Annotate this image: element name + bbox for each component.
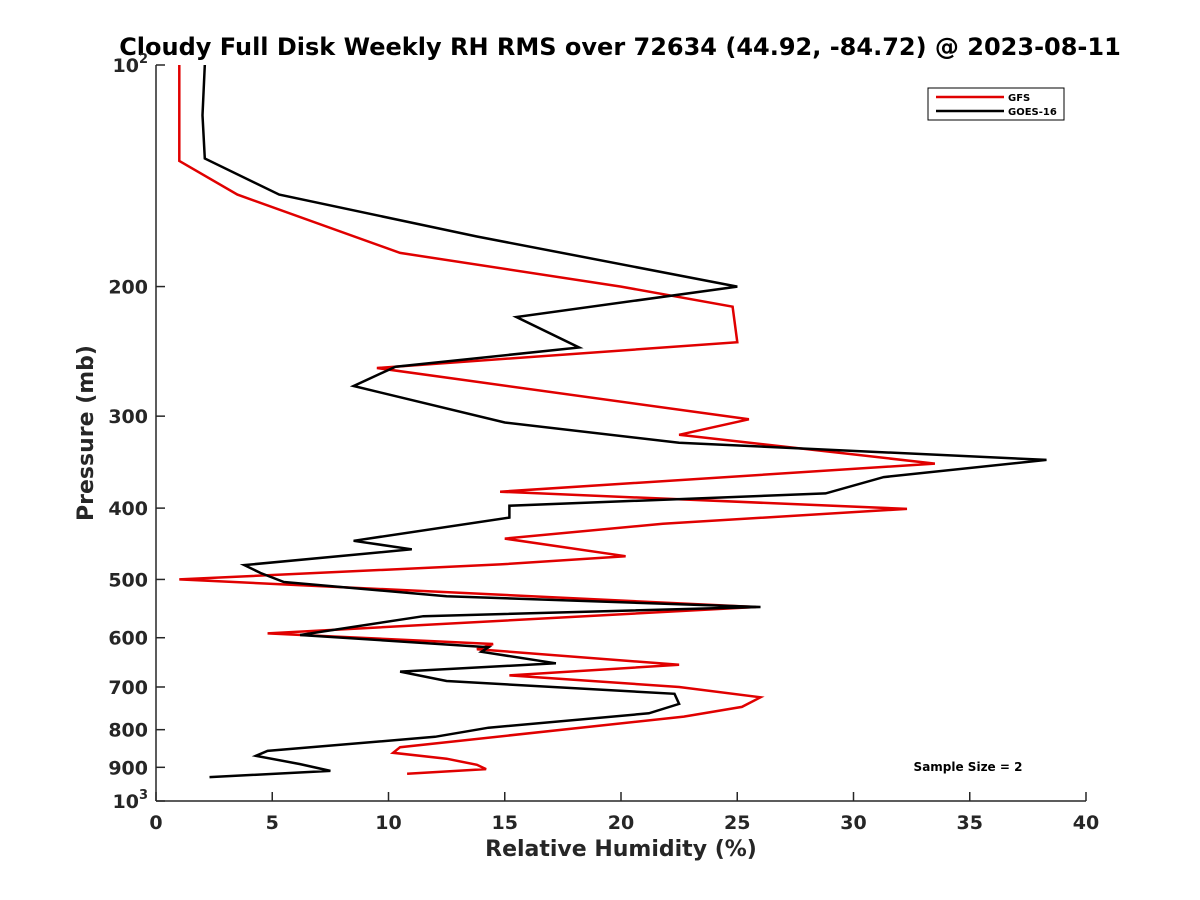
y-tick-label: 600 bbox=[108, 628, 148, 650]
y-tick-text: 800 bbox=[108, 720, 148, 742]
x-tick-label: 5 bbox=[266, 812, 279, 834]
sample-size-annotation: Sample Size = 2 bbox=[914, 760, 1023, 774]
x-tick-label: 0 bbox=[149, 812, 162, 834]
y-tick-text: 600 bbox=[108, 628, 148, 650]
x-tick-label: 10 bbox=[375, 812, 401, 834]
y-tick-text: 10 bbox=[113, 791, 139, 813]
y-axis-label: Pressure (mb) bbox=[74, 345, 99, 521]
y-tick-label: 800 bbox=[108, 720, 148, 742]
x-tick-label: 35 bbox=[957, 812, 983, 834]
x-tick-label: 25 bbox=[724, 812, 750, 834]
y-tick-exponent: 2 bbox=[139, 52, 148, 67]
x-axis-label: Relative Humidity (%) bbox=[485, 837, 757, 862]
y-tick-label: 300 bbox=[108, 406, 148, 428]
y-tick-text: 200 bbox=[108, 277, 148, 299]
y-tick-text: 300 bbox=[108, 406, 148, 428]
y-tick-text: 500 bbox=[108, 569, 148, 591]
y-tick-label: 500 bbox=[108, 569, 148, 591]
legend-box bbox=[927, 87, 1065, 121]
series-line-goes-16 bbox=[201, 64, 1047, 779]
legend-label-goes16: GOES-16 bbox=[1008, 107, 1057, 118]
x-tick-label: 40 bbox=[1073, 812, 1099, 834]
x-tick-label: 30 bbox=[840, 812, 866, 834]
chart-title: Cloudy Full Disk Weekly RH RMS over 7263… bbox=[119, 33, 1121, 61]
series-line-gfs bbox=[178, 65, 936, 775]
y-tick-label: 103 bbox=[113, 788, 149, 813]
series-layer bbox=[178, 64, 1047, 779]
y-tick-text: 900 bbox=[108, 757, 148, 779]
legend-label-gfs: GFS bbox=[1008, 93, 1030, 104]
y-tick-label: 900 bbox=[108, 757, 148, 779]
legend: GFS GOES-16 bbox=[927, 87, 1065, 121]
y-tick-text: 700 bbox=[108, 677, 148, 699]
x-tick-label: 20 bbox=[608, 812, 634, 834]
y-tick-label: 700 bbox=[108, 677, 148, 699]
y-tick-label: 102 bbox=[113, 52, 149, 77]
y-tick-text: 400 bbox=[108, 498, 148, 520]
y-tick-label: 400 bbox=[108, 498, 148, 520]
y-tick-text: 10 bbox=[113, 55, 139, 77]
x-ticks: 0 5 10 15 20 25 30 35 40 bbox=[149, 792, 1099, 834]
y-tick-label: 200 bbox=[108, 277, 148, 299]
y-tick-exponent: 3 bbox=[139, 788, 148, 803]
x-tick-label: 15 bbox=[492, 812, 518, 834]
